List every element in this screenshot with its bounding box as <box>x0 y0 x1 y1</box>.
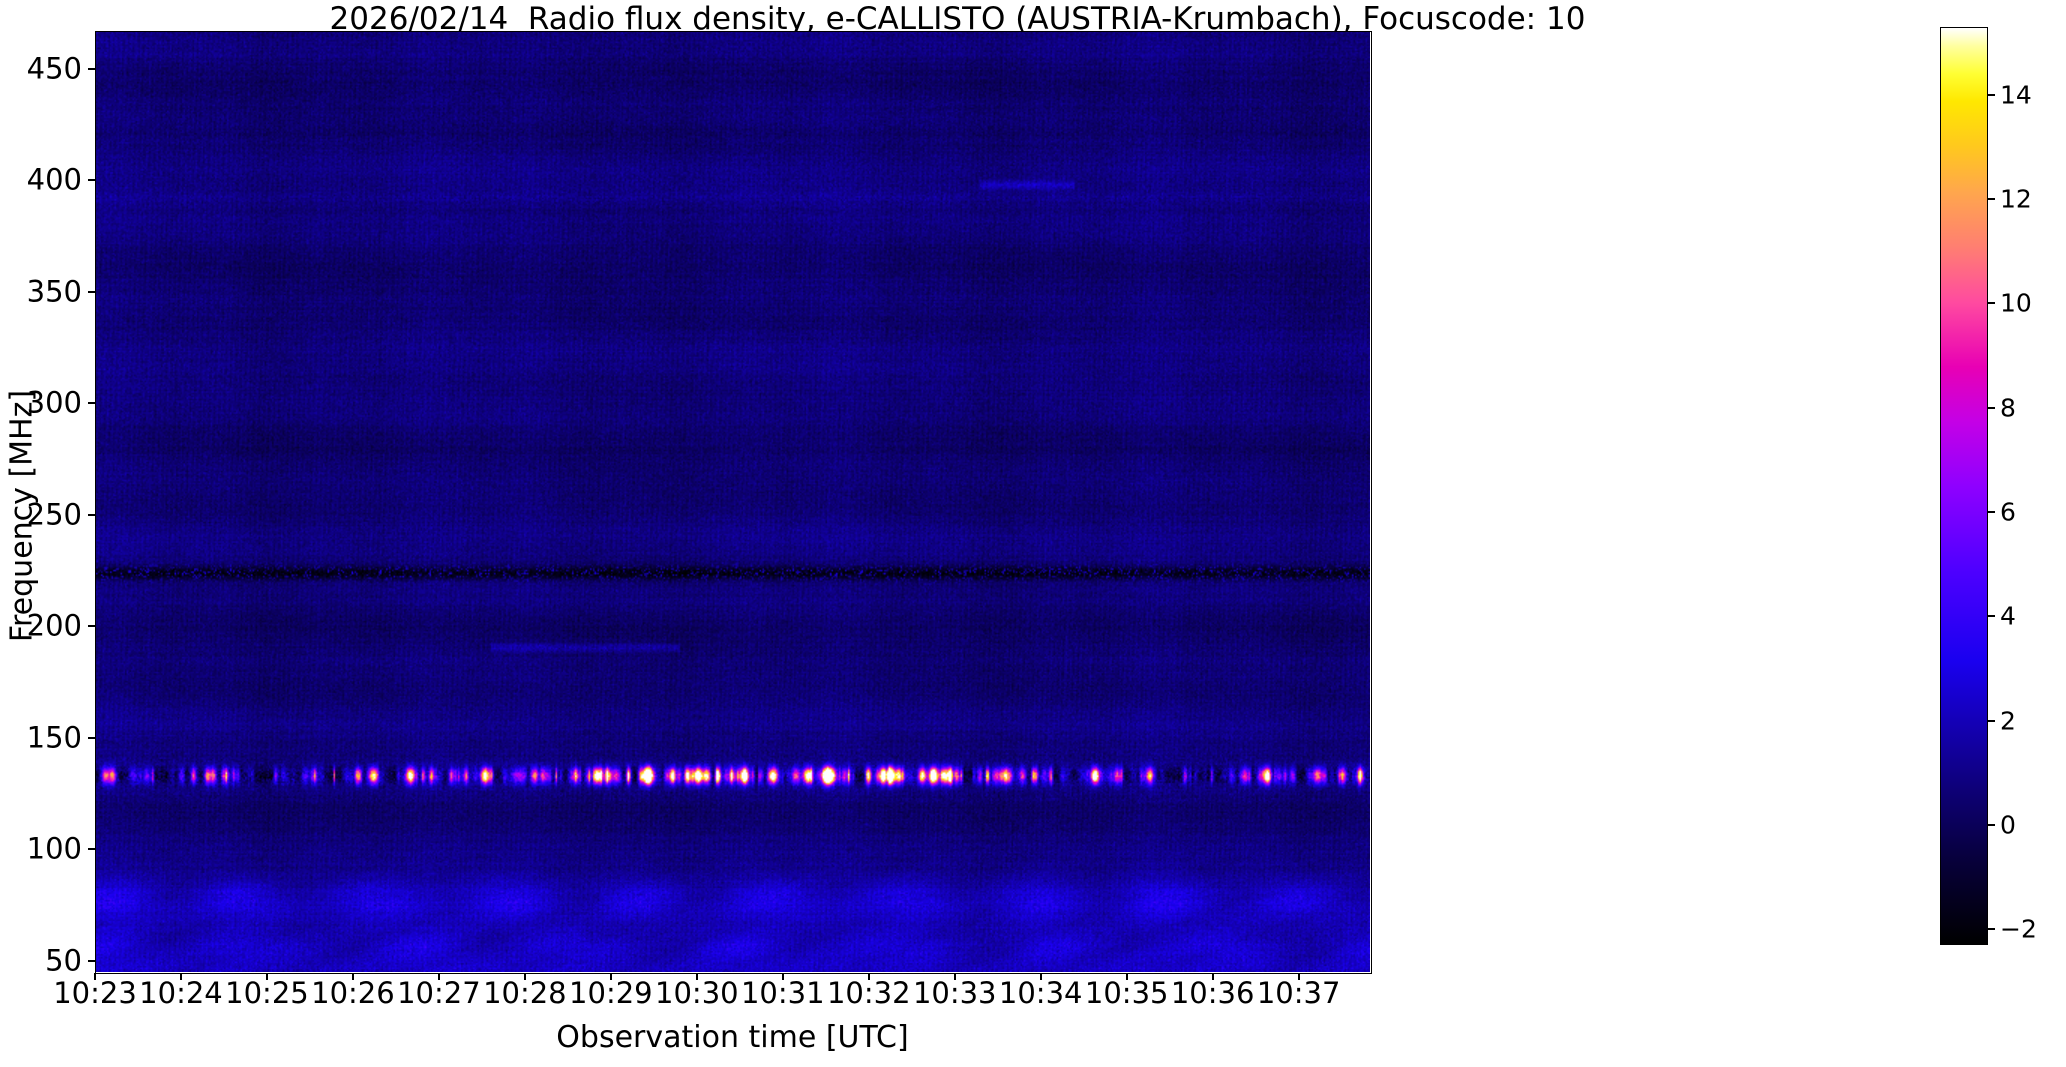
colorbar-tick-label: 8 <box>2000 393 2016 423</box>
y-axis-tick-mark <box>88 67 95 70</box>
x-axis-label: Observation time [UTC] <box>556 1020 909 1055</box>
spectrogram-plot-area <box>95 31 1370 972</box>
colorbar-tick-mark <box>1988 928 1995 931</box>
x-axis-tick-mark <box>953 973 956 980</box>
x-axis-tick-label: 10:25 <box>225 976 309 1010</box>
colorbar-tick-label: 4 <box>2000 601 2016 631</box>
y-axis-tick-label: 450 <box>26 51 82 86</box>
colorbar-tick-mark <box>1988 824 1995 827</box>
x-axis-tick-label: 10:32 <box>826 976 911 1010</box>
x-axis-tick-mark <box>781 973 784 980</box>
y-axis-tick-label: 50 <box>45 943 82 978</box>
x-axis-tick-mark <box>179 973 182 980</box>
y-axis-tick-mark <box>88 959 95 962</box>
colorbar-tick-mark <box>1988 302 1995 305</box>
x-axis-tick-label: 10:29 <box>569 976 653 1010</box>
colorbar-tick-mark <box>1988 406 1995 409</box>
colorbar-tick-label: 0 <box>2000 810 2016 840</box>
colorbar-tick-label: −2 <box>2000 914 2037 944</box>
y-axis-tick-label: 150 <box>26 720 82 755</box>
x-axis-tick-mark <box>265 973 268 980</box>
x-axis-tick-mark <box>523 973 526 980</box>
x-axis-tick-mark <box>94 973 96 980</box>
y-axis-tick-label: 200 <box>26 608 82 643</box>
colorbar-tick-label: 12 <box>2000 184 2032 214</box>
colorbar-tick-mark <box>1988 615 1995 618</box>
x-axis-tick-label: 10:31 <box>740 976 825 1010</box>
spectrogram-image <box>95 31 1370 972</box>
colorbar-tick-label: 10 <box>2000 288 2032 318</box>
colorbar-gradient <box>1940 27 1988 945</box>
x-axis-tick-mark <box>351 973 354 980</box>
y-axis-tick-label: 100 <box>26 831 82 866</box>
x-axis-tick-label: 10:35 <box>1084 976 1169 1010</box>
colorbar-tick-label: 14 <box>2000 80 2032 110</box>
y-axis-tick-label: 400 <box>26 162 82 197</box>
colorbar-tick-mark <box>1988 719 1995 722</box>
x-axis-tick-mark <box>609 973 612 980</box>
y-axis-tick-label: 250 <box>26 497 82 532</box>
y-axis-tick-mark <box>88 736 95 739</box>
colorbar-tick-labels: −2 0 2 4 6 8 10 12 14 <box>1988 0 2066 1067</box>
x-axis-tick-label: 10:36 <box>1170 976 1255 1010</box>
x-axis-tick-label: 10:34 <box>998 976 1083 1010</box>
x-axis-tick-mark <box>437 973 440 980</box>
colorbar-tick-label: 6 <box>2000 497 2016 527</box>
y-axis-label: Frequency [MHz] <box>4 389 40 643</box>
x-axis-tick-mark <box>867 973 870 980</box>
y-axis-tick-mark <box>88 848 95 851</box>
y-axis-tick-mark <box>88 402 95 405</box>
y-axis-tick-mark <box>88 625 95 628</box>
x-axis-tick-label: 10:37 <box>1256 976 1341 1010</box>
x-axis-tick-label: 10:23 <box>53 976 137 1010</box>
x-axis-tick-label: 10:24 <box>139 976 223 1010</box>
x-axis-tick-mark <box>695 973 698 980</box>
y-axis-tick-label: 350 <box>26 274 82 309</box>
colorbar-tick-mark <box>1988 198 1995 201</box>
x-axis-tick-label: 10:28 <box>483 976 567 1010</box>
x-axis-tick-mark <box>1125 973 1128 980</box>
colorbar-tick-mark <box>1988 511 1995 514</box>
colorbar-tick-mark <box>1988 93 1995 96</box>
y-axis-tick-mark <box>88 290 95 293</box>
y-axis-tick-labels: 50 100 150 200 250 300 350 400 450 <box>0 0 82 1067</box>
x-axis-tick-mark <box>1297 973 1300 980</box>
y-axis-tick-mark <box>88 513 95 516</box>
x-axis-tick-mark <box>1211 973 1214 980</box>
x-axis-tick-label: 10:30 <box>655 976 739 1010</box>
x-axis-tick-label: 10:27 <box>397 976 481 1010</box>
colorbar-tick-label: 2 <box>2000 706 2016 736</box>
x-axis-tick-label: 10:26 <box>311 976 395 1010</box>
y-axis-tick-mark <box>88 179 95 182</box>
page-title: 2026/02/14 Radio flux density, e-CALLIST… <box>329 1 1586 37</box>
y-axis-tick-label: 300 <box>26 385 82 420</box>
x-axis-tick-label: 10:33 <box>912 976 997 1010</box>
x-axis-tick-mark <box>1039 973 1042 980</box>
